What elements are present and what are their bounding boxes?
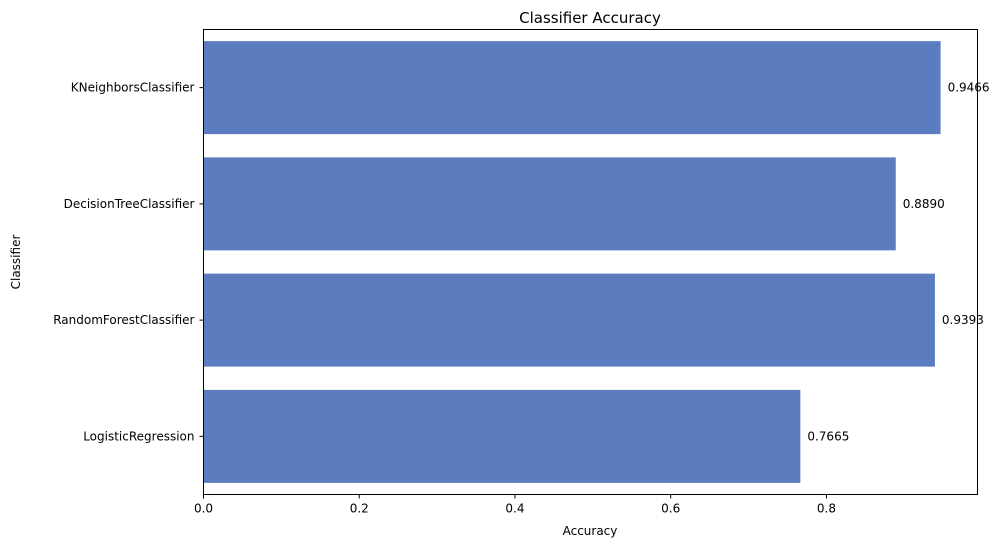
y-tick-label-LogisticRegression: LogisticRegression — [83, 429, 194, 443]
bar-KNeighborsClassifier — [203, 41, 941, 135]
value-label-LogisticRegression: 0.7665 — [807, 429, 849, 443]
x-axis-ticks: 0.0 0.2 0.4 0.6 0.8 — [194, 494, 836, 516]
x-tick-label-0.2: 0.2 — [350, 502, 369, 516]
chart-title: Classifier Accuracy — [519, 9, 661, 27]
bar-DecisionTreeClassifier — [203, 157, 896, 251]
value-label-DecisionTreeClassifier: 0.8890 — [903, 197, 945, 211]
value-label-RandomForestClassifier: 0.9393 — [942, 313, 984, 327]
value-labels-group: 0.9466 0.8890 0.9393 0.7665 — [807, 81, 989, 444]
y-axis-label: Classifier — [9, 235, 23, 290]
value-label-KNeighborsClassifier: 0.9466 — [948, 81, 990, 95]
x-axis-label: Accuracy — [563, 524, 618, 538]
plot-frame — [203, 29, 978, 495]
x-tick-label-0.0: 0.0 — [194, 502, 213, 516]
x-tick-label-0.8: 0.8 — [817, 502, 836, 516]
y-tick-label-KNeighborsClassifier: KNeighborsClassifier — [71, 81, 195, 95]
y-tick-label-DecisionTreeClassifier: DecisionTreeClassifier — [64, 197, 195, 211]
x-tick-label-0.4: 0.4 — [505, 502, 524, 516]
bar-RandomForestClassifier — [203, 273, 935, 367]
x-tick-label-0.6: 0.6 — [661, 502, 680, 516]
y-tick-label-RandomForestClassifier: RandomForestClassifier — [53, 313, 194, 327]
bars-group — [203, 41, 941, 483]
bar-LogisticRegression — [203, 389, 801, 483]
y-axis-ticks: KNeighborsClassifier DecisionTreeClassifi… — [53, 81, 204, 443]
